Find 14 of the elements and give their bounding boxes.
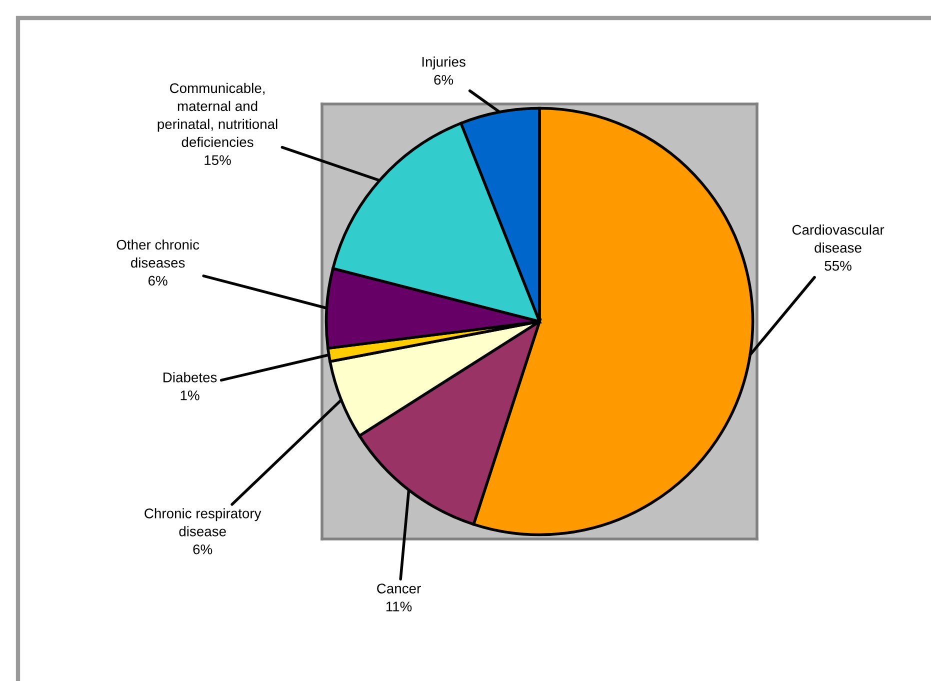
slice-label: Diabetes <box>164 372 217 382</box>
slice-label: Cardiovascular disease <box>792 224 884 253</box>
slice-label: Chronic respiratory disease <box>144 508 262 536</box>
slice-label: Injuries <box>422 56 466 70</box>
data-label: 6% <box>434 74 454 85</box>
data-label: 55% <box>824 260 852 271</box>
data-label: 6% <box>148 276 168 286</box>
data-label: 11% <box>386 602 412 612</box>
data-label: 6% <box>193 544 212 554</box>
data-label: 1% <box>180 390 200 400</box>
slice-label: Communicable, maternal and perinatal, nutritional deficiencies <box>158 82 278 148</box>
slice-label: Other chronic diseases <box>116 239 200 268</box>
data-label: 15% <box>204 155 231 166</box>
slice-label: Cancer <box>377 584 421 594</box>
